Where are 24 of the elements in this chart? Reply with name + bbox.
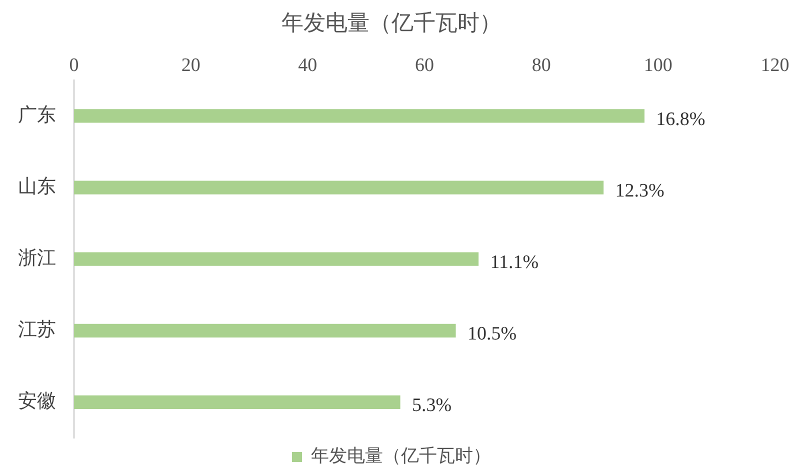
- annotation: 11.1%: [490, 252, 539, 274]
- legend-label: 年发电量（亿千瓦时）: [311, 446, 491, 466]
- x-tick-label: 40: [298, 54, 318, 76]
- x-tick-label: 20: [181, 54, 200, 76]
- annotation: 10.5%: [467, 324, 517, 345]
- y-tick-label: 安徽: [18, 390, 56, 412]
- bar: [74, 252, 479, 266]
- y-tick-label: 江苏: [18, 320, 56, 341]
- bar: [74, 109, 644, 123]
- x-tick-label: 80: [532, 54, 551, 76]
- x-tick-label: 120: [760, 54, 790, 76]
- bar: [74, 395, 400, 410]
- y-tick-label: 山东: [18, 176, 56, 198]
- chart-title: 年发电量（亿千瓦时）: [282, 10, 502, 35]
- x-tick-label: 0: [69, 54, 79, 76]
- bar: [74, 180, 604, 194]
- x-tick-label: 100: [644, 54, 672, 76]
- x-tick-label: 60: [415, 54, 434, 76]
- annotation: 12.3%: [615, 180, 665, 202]
- bar: [74, 324, 456, 338]
- y-tick-label: 广东: [18, 104, 56, 126]
- annotation: 5.3%: [412, 395, 452, 416]
- annotation: 16.8%: [656, 108, 706, 130]
- y-tick-label: 浙江: [18, 248, 56, 270]
